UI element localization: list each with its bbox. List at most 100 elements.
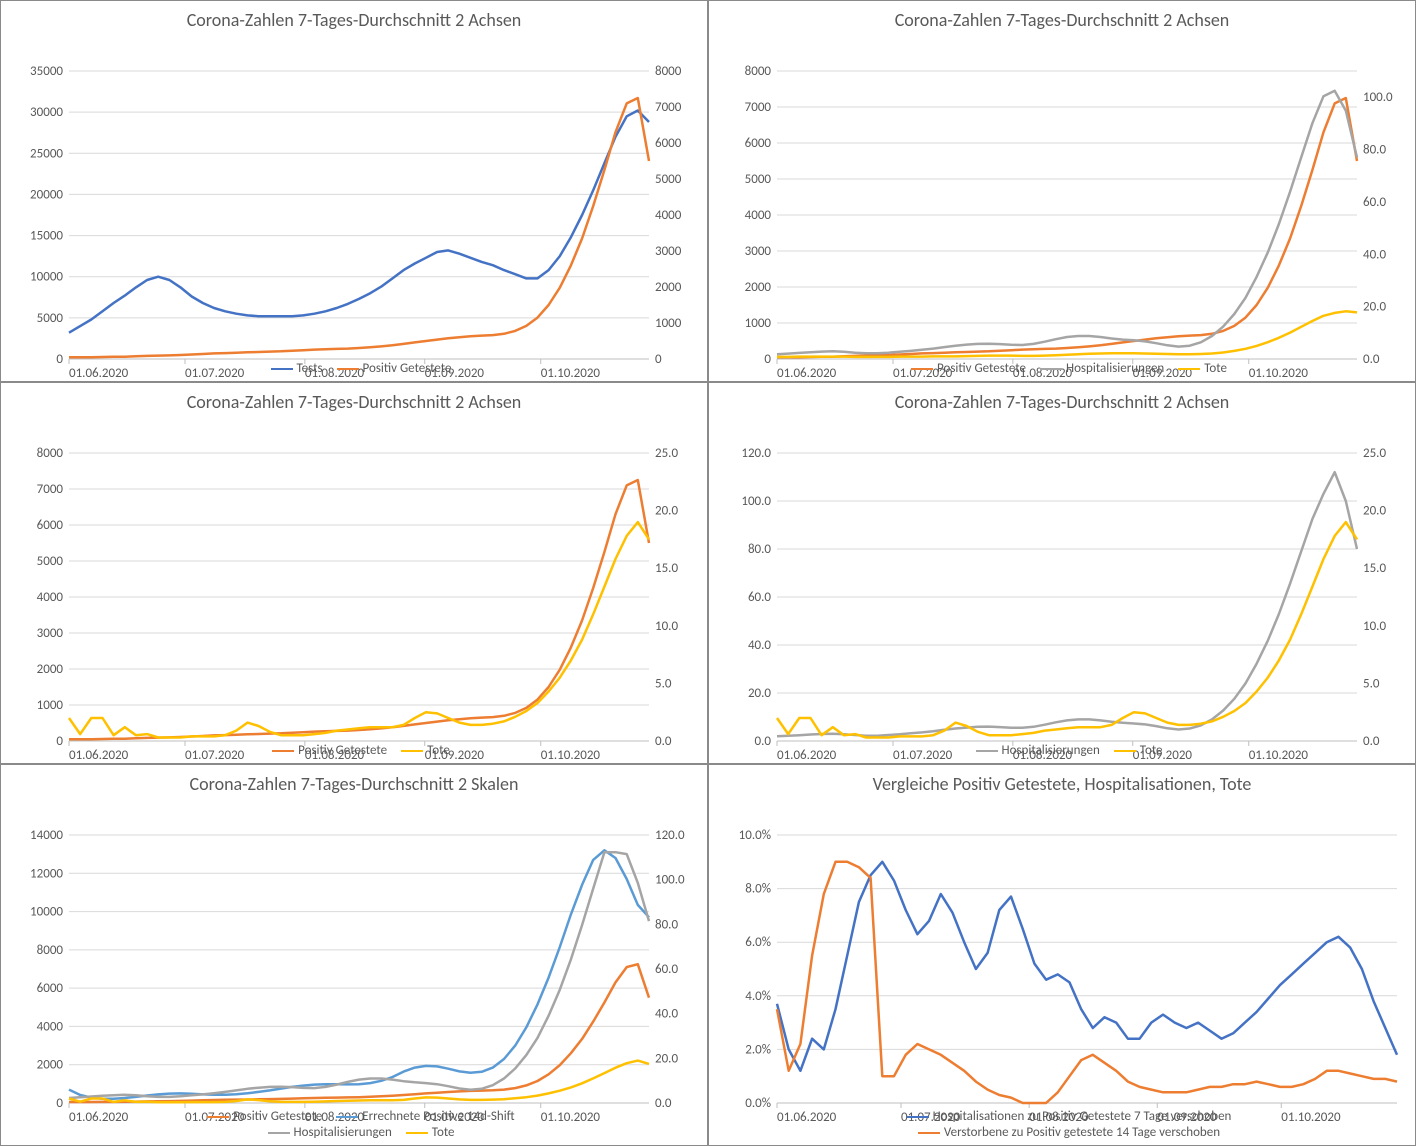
- legend-label: Tote: [427, 743, 450, 758]
- svg-text:20.0: 20.0: [655, 504, 678, 519]
- svg-text:10.0: 10.0: [1363, 619, 1386, 634]
- legend-label: Hospitalisationen zu Positiv Getestete 7…: [933, 1109, 1232, 1124]
- legend-swatch: [336, 1116, 358, 1118]
- svg-text:1000: 1000: [655, 316, 682, 331]
- svg-text:20.0: 20.0: [1363, 300, 1386, 315]
- svg-text:120.0: 120.0: [741, 446, 771, 461]
- svg-text:8000: 8000: [37, 943, 64, 958]
- svg-text:25.0: 25.0: [1363, 446, 1386, 461]
- chart-panel-p2: Corona-Zahlen 7-Tages-Durchschnitt 2 Ach…: [708, 0, 1416, 382]
- svg-text:60.0: 60.0: [655, 962, 678, 977]
- legend-label: Errechnete Positive 14d-Shift: [362, 1109, 514, 1124]
- legend-swatch: [406, 1132, 428, 1134]
- svg-text:7000: 7000: [655, 100, 682, 115]
- svg-text:20000: 20000: [30, 187, 63, 202]
- svg-text:25000: 25000: [30, 146, 63, 161]
- chart-panel-p1: Corona-Zahlen 7-Tages-Durchschnitt 2 Ach…: [0, 0, 708, 382]
- series-line: [777, 862, 1397, 1103]
- svg-text:4.0%: 4.0%: [745, 989, 771, 1004]
- legend-swatch: [207, 1116, 229, 1118]
- svg-text:120.0: 120.0: [655, 828, 685, 843]
- chart-legend: Hospitalisationen zu Positiv Getestete 7…: [709, 1108, 1415, 1141]
- chart-title: Corona-Zahlen 7-Tages-Durchschnitt 2 Ach…: [709, 391, 1415, 413]
- svg-text:1000: 1000: [37, 698, 64, 713]
- svg-text:20.0: 20.0: [748, 686, 771, 701]
- chart-legend: Positiv Getestete Hospitalisierungen Tote: [709, 360, 1415, 377]
- chart-legend: HospitalisierungenTote: [709, 742, 1415, 759]
- chart-svg: 0.0%2.0%4.0%6.0%8.0%10.0%01.06.202001.07…: [709, 795, 1416, 1129]
- svg-text:60.0: 60.0: [748, 590, 771, 605]
- legend-label: Hospitalisierungen: [1066, 361, 1164, 376]
- svg-text:40.0: 40.0: [1363, 247, 1386, 262]
- series-line: [777, 472, 1357, 736]
- svg-text:100.0: 100.0: [1363, 90, 1393, 105]
- svg-text:6000: 6000: [655, 136, 682, 151]
- legend-label: Positiv Getestete: [937, 361, 1026, 376]
- svg-text:8000: 8000: [655, 64, 682, 79]
- svg-text:35000: 35000: [30, 64, 63, 79]
- chart-panel-p3: Corona-Zahlen 7-Tages-Durchschnitt 2 Ach…: [0, 382, 708, 764]
- svg-text:5000: 5000: [37, 311, 64, 326]
- svg-text:5.0: 5.0: [1363, 676, 1380, 691]
- svg-text:100.0: 100.0: [655, 873, 685, 888]
- legend-swatch: [918, 1132, 940, 1134]
- chart-title: Corona-Zahlen 7-Tages-Durchschnitt 2 Ach…: [1, 9, 707, 31]
- legend-label: Hospitalisierungen: [1002, 743, 1100, 758]
- svg-text:6000: 6000: [37, 518, 64, 533]
- svg-text:14000: 14000: [30, 828, 63, 843]
- chart-title: Vergleiche Positiv Getestete, Hospitalis…: [709, 773, 1415, 795]
- legend-label: Tote: [1204, 361, 1227, 376]
- svg-text:2.0%: 2.0%: [745, 1042, 771, 1057]
- svg-text:80.0: 80.0: [748, 542, 771, 557]
- chart-title: Corona-Zahlen 7-Tages-Durchschnitt 2 Ach…: [709, 9, 1415, 31]
- svg-text:10000: 10000: [30, 270, 63, 285]
- svg-text:10.0: 10.0: [655, 619, 678, 634]
- legend-swatch: [272, 750, 294, 752]
- legend-swatch: [911, 368, 933, 370]
- svg-text:1000: 1000: [745, 316, 772, 331]
- svg-text:2000: 2000: [745, 280, 772, 295]
- legend-swatch: [268, 1132, 290, 1134]
- svg-text:7000: 7000: [37, 482, 64, 497]
- svg-text:3000: 3000: [745, 244, 772, 259]
- legend-swatch: [907, 1116, 929, 1118]
- legend-swatch: [337, 368, 359, 370]
- series-line: [777, 98, 1357, 357]
- svg-text:40.0: 40.0: [655, 1007, 678, 1022]
- legend-label: Positiv Getestete: [363, 361, 452, 376]
- series-line: [777, 862, 1397, 1071]
- svg-text:3000: 3000: [655, 244, 682, 259]
- series-line: [69, 480, 649, 739]
- svg-text:8000: 8000: [745, 64, 772, 79]
- svg-text:100.0: 100.0: [741, 494, 771, 509]
- svg-text:80.0: 80.0: [655, 917, 678, 932]
- svg-text:3000: 3000: [37, 626, 64, 641]
- chart-svg: 0100020003000400050006000700080000.020.0…: [709, 31, 1416, 382]
- chart-legend: Tests Positiv Getestete: [1, 360, 707, 377]
- svg-text:2000: 2000: [655, 280, 682, 295]
- svg-text:30000: 30000: [30, 105, 63, 120]
- legend-label: Positiv Getestete: [233, 1109, 322, 1124]
- chart-panel-p4: Corona-Zahlen 7-Tages-Durchschnitt 2 Ach…: [708, 382, 1416, 764]
- series-line: [69, 111, 649, 333]
- svg-text:8.0%: 8.0%: [745, 882, 771, 897]
- svg-text:15000: 15000: [30, 229, 63, 244]
- series-line: [777, 91, 1357, 355]
- legend-label: Tests: [297, 361, 323, 376]
- chart-panel-p6: Vergleiche Positiv Getestete, Hospitalis…: [708, 764, 1416, 1146]
- svg-text:10000: 10000: [30, 905, 63, 920]
- svg-text:5000: 5000: [37, 554, 64, 569]
- legend-swatch: [1040, 368, 1062, 370]
- svg-text:10.0%: 10.0%: [739, 828, 771, 843]
- svg-text:20.0: 20.0: [1363, 504, 1386, 519]
- svg-text:20.0: 20.0: [655, 1051, 678, 1066]
- chart-svg: 0.020.040.060.080.0100.0120.00.05.010.01…: [709, 413, 1416, 764]
- svg-text:2000: 2000: [37, 662, 64, 677]
- legend-swatch: [1114, 750, 1136, 752]
- legend-swatch: [976, 750, 998, 752]
- legend-swatch: [401, 750, 423, 752]
- legend-swatch: [271, 368, 293, 370]
- chart-svg: 0500010000150002000025000300003500001000…: [1, 31, 708, 382]
- svg-text:5000: 5000: [655, 172, 682, 187]
- svg-text:7000: 7000: [745, 100, 772, 115]
